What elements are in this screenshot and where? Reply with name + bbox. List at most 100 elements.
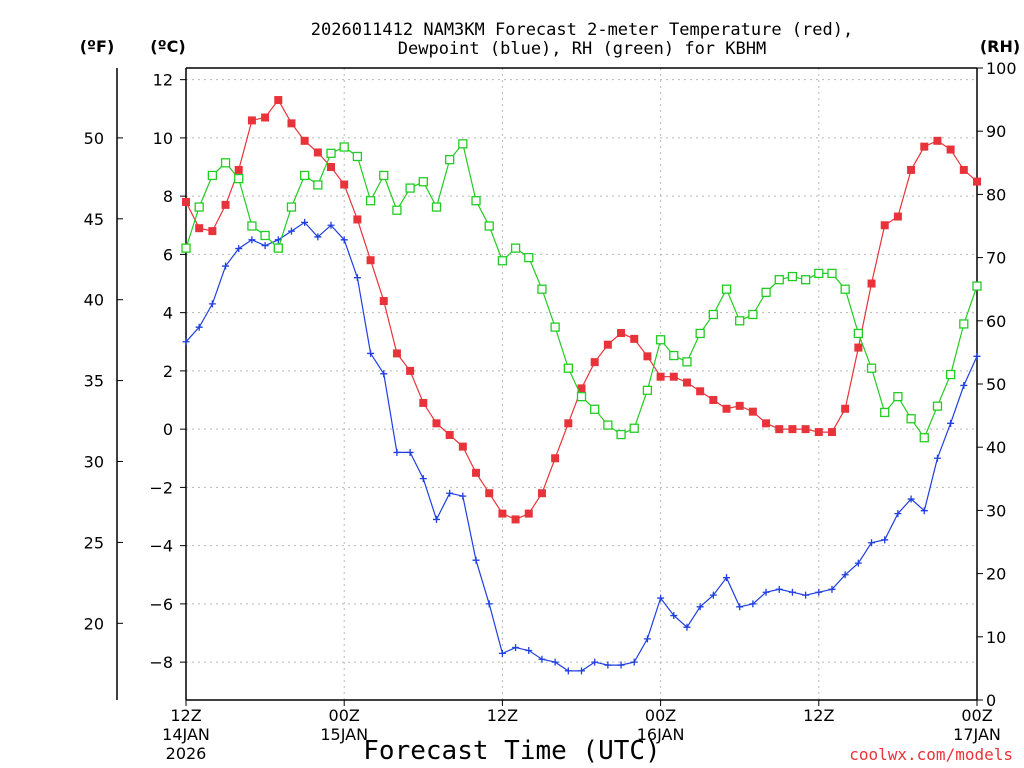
celsius-tick-label: −4: [149, 537, 173, 556]
temperature-point: [458, 442, 467, 451]
rh-point: [510, 243, 521, 253]
rh-point: [721, 284, 732, 294]
rh-point: [352, 151, 363, 162]
dewpoint-point: [367, 349, 375, 357]
dewpoint-point: [947, 419, 955, 427]
rh-point: [774, 275, 784, 285]
rh-point: [537, 284, 547, 294]
rh-point: [906, 414, 916, 424]
temperature-point: [762, 419, 771, 428]
temperature-point: [827, 428, 836, 437]
temperature-point: [973, 177, 981, 186]
temperature-point: [656, 372, 665, 381]
temperature-point: [748, 407, 757, 416]
celsius-tick-label: 6: [163, 245, 173, 264]
rh-point: [471, 196, 481, 206]
temperature-point: [933, 136, 942, 145]
temperature-point: [735, 401, 744, 410]
dewpoint-point: [788, 588, 796, 596]
rh-unit-label: (RH): [980, 37, 1020, 56]
dewpoint-point: [617, 661, 625, 669]
temperature-point: [630, 334, 639, 343]
temperature-point: [182, 197, 190, 206]
celsius-tick-label: 12: [153, 71, 173, 90]
temperature-point: [524, 509, 533, 518]
temperature-point: [472, 468, 481, 477]
dewpoint-point: [446, 489, 454, 497]
dewpoint-point: [841, 571, 849, 579]
rh-point: [313, 180, 323, 190]
dewpoint-point: [736, 603, 744, 611]
dewpoint-point: [301, 218, 309, 226]
rh-tick-label: 80: [986, 185, 1006, 204]
chart-title-line-2: Dewpoint (blue), RH (green) for KBHM: [398, 39, 766, 59]
temperature-point: [920, 142, 929, 151]
dewpoint-point: [894, 510, 902, 518]
dewpoint-point: [815, 588, 823, 596]
temperature-point: [801, 425, 810, 434]
series-temperature: [182, 96, 981, 524]
rh-point: [880, 407, 890, 418]
rh-point: [695, 328, 705, 339]
celsius-tick-label: 0: [163, 420, 173, 439]
fahrenheit-tick-label: 45: [84, 210, 104, 229]
temperature-point: [313, 148, 322, 157]
dewpoint-point: [868, 539, 876, 547]
rh-tick-label: 90: [986, 122, 1006, 141]
temperature-point: [893, 212, 902, 221]
dewpoint-point: [485, 600, 493, 608]
dewpoint-point: [498, 649, 506, 657]
dewpoint-point: [828, 585, 836, 593]
dewpoint-point: [604, 661, 612, 669]
rh-point: [418, 177, 428, 187]
temperature-point: [327, 163, 336, 172]
fahrenheit-tick-label: 40: [84, 291, 104, 310]
dewpoint-point: [907, 495, 915, 503]
temperature-point: [208, 227, 217, 236]
rh-point: [853, 328, 863, 339]
temperature-point: [432, 419, 441, 428]
rh-point: [405, 183, 415, 193]
dewpoint-point: [775, 585, 783, 593]
rh-point: [708, 309, 718, 320]
temperature-point: [234, 165, 243, 174]
rh-point: [194, 202, 204, 212]
dewpoint-point: [709, 591, 717, 599]
x-axis-label: Forecast Time (UTC): [363, 736, 660, 766]
rh-point: [484, 221, 494, 231]
x-tick-label: 12Z: [170, 706, 201, 725]
rh-tick-label: 30: [986, 501, 1006, 520]
temperature-point: [498, 509, 507, 518]
rh-point: [286, 202, 297, 212]
dewpoint-point: [248, 236, 256, 244]
temperature-point: [379, 296, 388, 305]
rh-point: [445, 154, 455, 165]
dewpoint-point: [222, 262, 230, 270]
x-tick-label: 00Z: [961, 706, 992, 725]
x-tick-label: 12Z: [487, 706, 518, 725]
rh-point: [234, 173, 244, 184]
dewpoint-point: [591, 658, 599, 666]
x-tick-label: 00Z: [645, 706, 676, 725]
celsius-tick-label: −6: [149, 595, 173, 614]
temperature-point: [366, 256, 375, 265]
series-dewpoint: [182, 218, 981, 675]
temperature-point: [537, 489, 546, 498]
dewpoint-point: [881, 536, 889, 544]
dewpoint-point: [564, 667, 572, 675]
rh-point: [392, 205, 402, 215]
temperature-point: [907, 165, 916, 174]
rh-point: [458, 139, 468, 149]
dewpoint-point: [393, 448, 401, 456]
rh-point: [365, 196, 376, 206]
temperature-point: [880, 221, 889, 230]
rh-point: [326, 148, 336, 158]
dewpoint-point: [419, 475, 427, 483]
dewpoint-point: [973, 352, 981, 360]
data-series: [181, 96, 982, 675]
dewpoint-point: [960, 381, 968, 389]
dewpoint-point: [933, 454, 941, 462]
temperature-point: [590, 358, 599, 367]
rh-point: [840, 284, 850, 294]
fahrenheit-tick-label: 20: [84, 614, 104, 633]
